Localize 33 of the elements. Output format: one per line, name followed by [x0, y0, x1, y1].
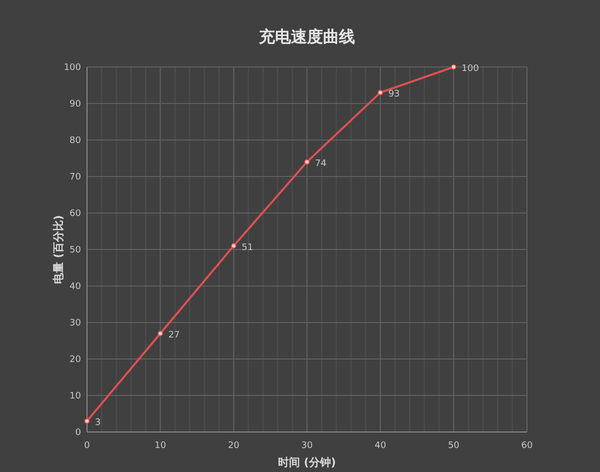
x-tick-label: 30 — [301, 441, 313, 451]
y-tick-label: 30 — [70, 318, 82, 328]
data-label: 93 — [388, 90, 400, 100]
y-tick-label: 40 — [70, 282, 82, 292]
y-tick-label: 90 — [70, 100, 82, 110]
data-label: 51 — [242, 242, 254, 253]
data-label: 74 — [315, 158, 327, 169]
y-tick-label: 0 — [75, 428, 82, 438]
x-axis-title: 时间 (分钟) — [278, 456, 336, 469]
point — [84, 418, 90, 424]
x-tick-label: 40 — [374, 441, 386, 451]
chart-title: 充电速度曲线 — [258, 27, 355, 46]
point — [304, 159, 310, 165]
y-tick-label: 80 — [70, 136, 82, 146]
y-tick-label: 20 — [70, 355, 82, 365]
point — [158, 330, 164, 336]
x-tick-label: 50 — [448, 441, 460, 451]
x-tick-label: 60 — [521, 441, 533, 451]
data-label: 3 — [95, 418, 101, 428]
point — [450, 64, 456, 70]
y-axis-title: 电量 (百分比) — [52, 215, 65, 284]
point — [378, 90, 384, 96]
y-tick-label: 100 — [64, 63, 82, 73]
x-tick-label: 10 — [154, 441, 166, 451]
y-tick-label: 50 — [70, 246, 82, 256]
point — [230, 243, 236, 249]
y-tick-label: 60 — [70, 209, 82, 219]
data-label: 27 — [168, 330, 180, 340]
x-tick-label: 0 — [84, 441, 90, 451]
y-tick-label: 10 — [70, 392, 82, 402]
x-tick-label: 20 — [228, 441, 240, 451]
data-label: 100 — [462, 64, 480, 74]
y-tick-label: 70 — [70, 172, 82, 182]
